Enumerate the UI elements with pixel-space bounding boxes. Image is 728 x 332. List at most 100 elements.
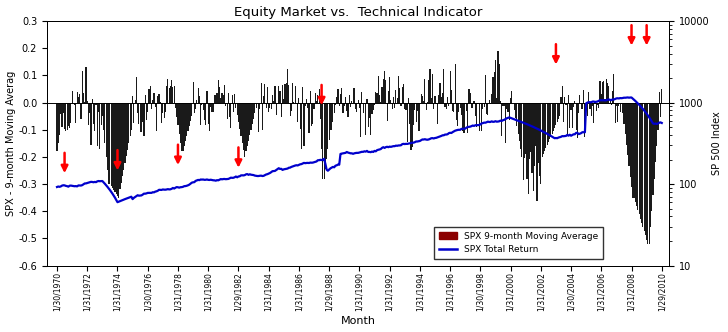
- Bar: [495, 60, 496, 103]
- Bar: [151, 103, 152, 109]
- Bar: [595, 101, 596, 103]
- Bar: [59, 103, 60, 135]
- Bar: [577, 103, 578, 138]
- Bar: [167, 79, 168, 103]
- Bar: [550, 103, 551, 136]
- Bar: [427, 102, 428, 103]
- Bar: [587, 103, 588, 117]
- Bar: [419, 103, 421, 131]
- Bar: [423, 101, 424, 103]
- Bar: [390, 100, 392, 103]
- Bar: [646, 103, 647, 240]
- Bar: [630, 103, 631, 177]
- Bar: [555, 103, 556, 125]
- Bar: [457, 103, 458, 126]
- Bar: [145, 95, 146, 103]
- X-axis label: Month: Month: [341, 316, 376, 326]
- Bar: [106, 103, 107, 157]
- Bar: [223, 95, 224, 103]
- Bar: [325, 103, 326, 169]
- Bar: [590, 103, 592, 116]
- Bar: [520, 103, 521, 149]
- Bar: [431, 98, 432, 103]
- Bar: [221, 93, 223, 103]
- Bar: [78, 97, 79, 103]
- Bar: [381, 87, 383, 103]
- Bar: [640, 103, 641, 218]
- Bar: [449, 71, 451, 103]
- Bar: [607, 83, 608, 103]
- Bar: [408, 98, 409, 103]
- Bar: [314, 93, 316, 103]
- Bar: [374, 103, 375, 105]
- Bar: [368, 103, 369, 127]
- Bar: [637, 103, 638, 210]
- Bar: [659, 92, 660, 103]
- Bar: [540, 103, 542, 184]
- Bar: [620, 103, 621, 112]
- Bar: [614, 103, 616, 124]
- Bar: [108, 103, 109, 184]
- Bar: [576, 103, 577, 130]
- Bar: [428, 80, 430, 103]
- Bar: [312, 103, 313, 124]
- Bar: [79, 94, 80, 103]
- Bar: [237, 103, 238, 115]
- Bar: [400, 103, 402, 106]
- Bar: [355, 103, 356, 109]
- Bar: [635, 103, 636, 202]
- Bar: [633, 103, 635, 198]
- Bar: [117, 103, 118, 196]
- Bar: [83, 93, 84, 103]
- Bar: [253, 103, 254, 119]
- Bar: [375, 92, 376, 103]
- Bar: [578, 103, 579, 113]
- Bar: [57, 103, 58, 151]
- Bar: [239, 103, 240, 129]
- Bar: [146, 103, 147, 120]
- Bar: [205, 103, 206, 125]
- Bar: [323, 103, 325, 179]
- Bar: [371, 103, 373, 114]
- Bar: [535, 103, 537, 146]
- Bar: [224, 85, 225, 103]
- Bar: [617, 103, 618, 122]
- Bar: [345, 97, 346, 103]
- Bar: [71, 92, 73, 103]
- Bar: [248, 103, 249, 140]
- Bar: [349, 95, 350, 103]
- Bar: [333, 103, 335, 114]
- Bar: [395, 90, 397, 103]
- Bar: [599, 81, 601, 103]
- Bar: [161, 103, 162, 123]
- Bar: [438, 95, 439, 103]
- Bar: [199, 96, 200, 103]
- Bar: [650, 103, 651, 227]
- Bar: [141, 103, 142, 132]
- Bar: [480, 103, 481, 104]
- Bar: [122, 103, 123, 176]
- Bar: [271, 103, 272, 109]
- Bar: [488, 100, 490, 103]
- Bar: [507, 103, 509, 113]
- Bar: [302, 87, 304, 103]
- Bar: [403, 84, 404, 103]
- Bar: [112, 103, 113, 188]
- Bar: [104, 103, 106, 143]
- Bar: [466, 103, 467, 112]
- Bar: [263, 96, 264, 103]
- Bar: [496, 98, 497, 103]
- Bar: [272, 95, 273, 103]
- Bar: [298, 98, 299, 103]
- Bar: [414, 103, 416, 110]
- Bar: [606, 79, 607, 103]
- Bar: [559, 103, 561, 116]
- Bar: [511, 91, 513, 103]
- Bar: [421, 94, 422, 103]
- Bar: [369, 103, 370, 118]
- Bar: [497, 51, 499, 103]
- Bar: [68, 103, 69, 126]
- Bar: [631, 103, 632, 187]
- Bar: [459, 103, 461, 109]
- Bar: [609, 100, 611, 103]
